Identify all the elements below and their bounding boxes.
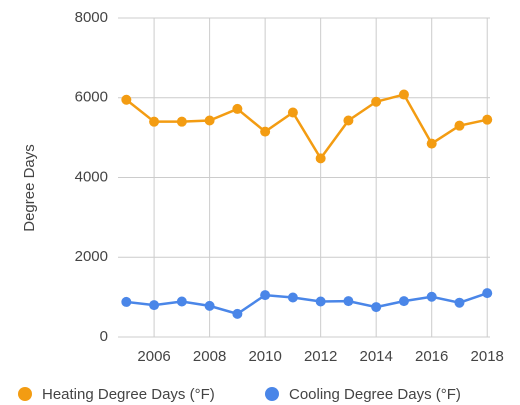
data-point [232, 308, 243, 319]
data-point [371, 302, 382, 313]
data-point [204, 115, 215, 126]
legend-label: Cooling Degree Days (°F) [289, 386, 461, 403]
data-point [426, 291, 437, 302]
x-tick-label: 2006 [137, 348, 170, 365]
y-tick-label: 8000 [75, 9, 108, 26]
data-point [426, 138, 437, 149]
legend-marker [18, 387, 32, 401]
y-axis-label: Degree Days [21, 144, 38, 232]
y-tick-label: 0 [100, 328, 108, 345]
y-tick-label: 4000 [75, 168, 108, 185]
x-tick-label: 2018 [471, 348, 504, 365]
data-point [482, 114, 493, 125]
data-point [260, 290, 271, 301]
data-point [343, 296, 354, 307]
y-tick-label: 2000 [75, 248, 108, 265]
data-point [176, 116, 187, 127]
data-point [287, 107, 298, 118]
x-tick-label: 2014 [359, 348, 392, 365]
data-point [343, 115, 354, 126]
data-point [149, 300, 160, 311]
data-point [454, 297, 465, 308]
x-tick-label: 2016 [415, 348, 448, 365]
data-point [398, 89, 409, 100]
x-tick-label: 2012 [304, 348, 337, 365]
data-point [287, 292, 298, 303]
legend-marker [265, 387, 279, 401]
data-point [121, 296, 132, 307]
data-point [176, 296, 187, 307]
data-point [398, 296, 409, 307]
y-tick-label: 6000 [75, 89, 108, 106]
data-point [232, 103, 243, 114]
data-point [204, 300, 215, 311]
data-point [482, 288, 493, 299]
data-point [315, 153, 326, 164]
data-point [454, 120, 465, 131]
data-point [315, 296, 326, 307]
data-point [149, 116, 160, 127]
data-point [260, 126, 271, 137]
x-tick-label: 2008 [193, 348, 226, 365]
legend-label: Heating Degree Days (°F) [42, 386, 215, 403]
x-tick-label: 2010 [248, 348, 281, 365]
data-point [121, 94, 132, 105]
data-point [371, 96, 382, 107]
